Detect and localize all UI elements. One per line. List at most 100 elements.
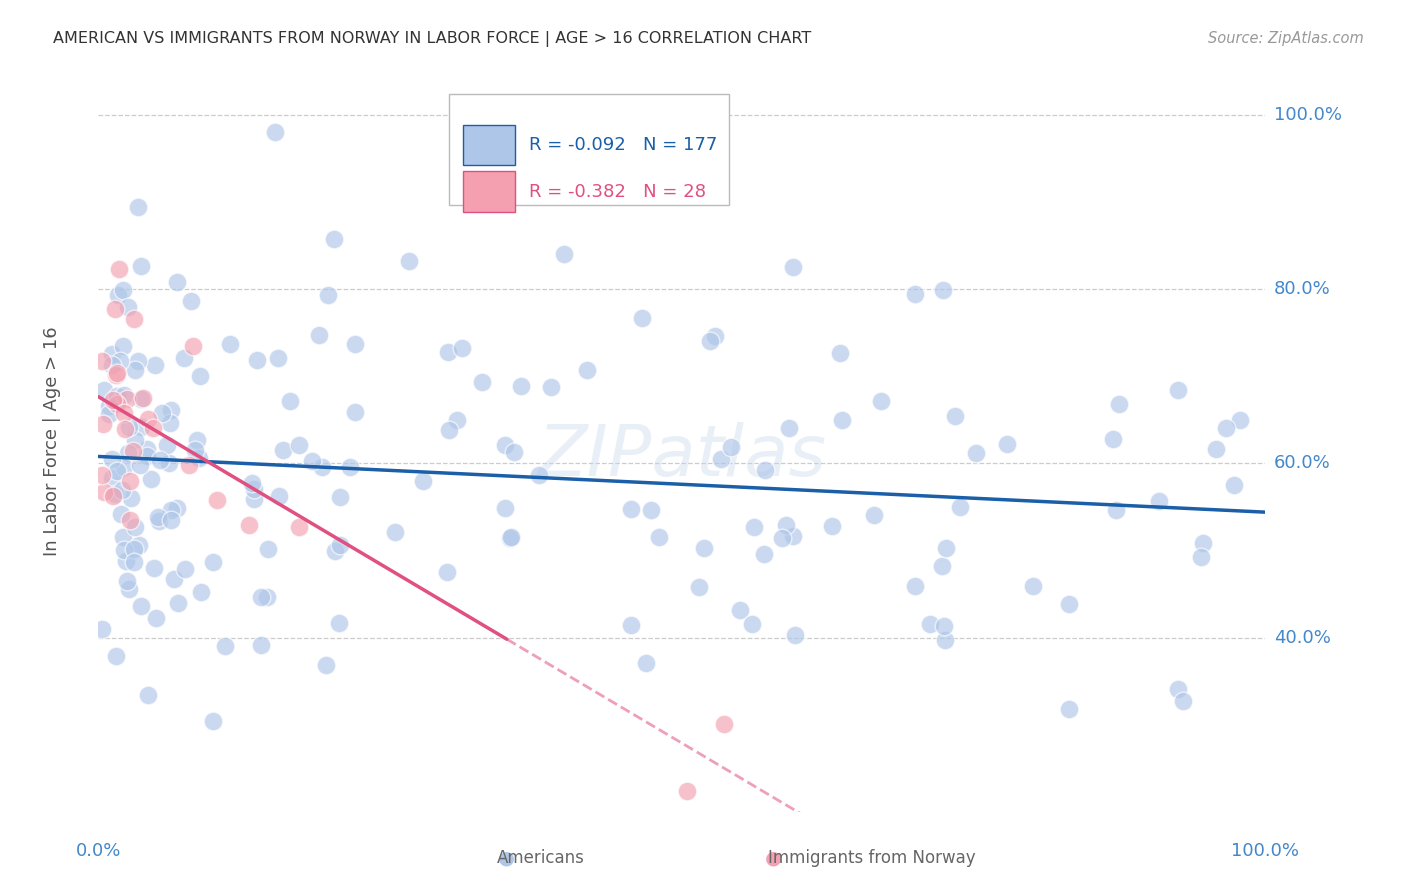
Point — [166, 500, 188, 515]
Point — [127, 353, 149, 368]
Point — [710, 452, 733, 467]
Point — [142, 421, 165, 435]
Point — [129, 599, 152, 613]
Point — [173, 562, 195, 576]
Point — [754, 463, 776, 477]
Point — [316, 288, 339, 302]
Point — [693, 541, 716, 555]
Point — [741, 617, 763, 632]
Point — [620, 618, 643, 632]
Point — [782, 260, 804, 274]
Point — [122, 311, 145, 326]
Point — [129, 392, 152, 406]
Point — [1102, 432, 1125, 446]
Point — [720, 440, 742, 454]
Point — [139, 473, 162, 487]
Text: R = -0.092   N = 177: R = -0.092 N = 177 — [529, 136, 717, 154]
Point — [1147, 494, 1170, 508]
Point — [246, 353, 269, 368]
Point — [136, 450, 159, 464]
Point — [288, 438, 311, 452]
Point — [148, 514, 170, 528]
Text: Source: ZipAtlas.com: Source: ZipAtlas.com — [1208, 31, 1364, 46]
Point — [156, 438, 179, 452]
Point — [301, 454, 323, 468]
Point — [398, 254, 420, 268]
Text: In Labor Force | Age > 16: In Labor Force | Age > 16 — [42, 326, 60, 557]
Point — [118, 419, 141, 434]
Point — [122, 541, 145, 556]
Point — [451, 341, 474, 355]
Point — [166, 276, 188, 290]
Point — [173, 351, 195, 365]
Point — [136, 688, 159, 702]
Point — [315, 658, 337, 673]
Point — [250, 638, 273, 652]
Point — [190, 584, 212, 599]
Point — [149, 453, 172, 467]
Point — [280, 394, 302, 409]
Point — [499, 531, 522, 545]
Point — [105, 464, 128, 478]
Point — [122, 555, 145, 569]
Point — [1173, 694, 1195, 708]
Point — [111, 483, 134, 498]
Point — [831, 413, 853, 427]
Point — [754, 547, 776, 561]
Point — [205, 492, 228, 507]
FancyBboxPatch shape — [449, 94, 728, 204]
Point — [1215, 421, 1237, 435]
Point — [995, 437, 1018, 451]
Text: AMERICAN VS IMMIGRANTS FROM NORWAY IN LABOR FORCE | AGE > 16 CORRELATION CHART: AMERICAN VS IMMIGRANTS FROM NORWAY IN LA… — [53, 31, 811, 47]
Point — [162, 572, 184, 586]
Point — [110, 507, 132, 521]
Point — [728, 602, 751, 616]
Point — [256, 590, 278, 604]
Text: ●: ● — [765, 848, 782, 868]
Point — [160, 403, 183, 417]
Point — [1192, 535, 1215, 549]
Point — [90, 622, 112, 636]
Point — [1223, 477, 1246, 491]
Point — [782, 529, 804, 543]
Text: 0.0%: 0.0% — [76, 842, 121, 860]
Point — [238, 517, 260, 532]
Point — [243, 482, 266, 496]
Text: ●: ● — [498, 848, 515, 868]
Point — [115, 574, 138, 588]
Point — [575, 363, 598, 377]
Point — [257, 542, 280, 557]
Point — [1167, 681, 1189, 696]
Point — [118, 582, 141, 597]
Point — [510, 379, 533, 393]
Point — [503, 445, 526, 459]
Text: 100.0%: 100.0% — [1232, 842, 1299, 860]
Point — [243, 491, 266, 506]
Point — [527, 467, 550, 482]
Point — [322, 232, 344, 246]
Point — [699, 334, 721, 348]
Point — [494, 500, 516, 515]
Point — [167, 596, 190, 610]
Point — [112, 283, 135, 297]
Point — [943, 409, 966, 424]
Point — [115, 553, 138, 567]
Point — [115, 392, 138, 407]
Point — [159, 417, 181, 431]
Point — [904, 579, 927, 593]
Point — [676, 783, 699, 797]
Point — [688, 580, 710, 594]
Point — [112, 530, 135, 544]
Point — [105, 366, 128, 380]
Point — [471, 375, 494, 389]
Point — [121, 443, 143, 458]
Point — [932, 283, 955, 297]
Point — [1108, 396, 1130, 410]
Point — [105, 397, 128, 411]
Point — [775, 518, 797, 533]
Point — [713, 717, 735, 731]
FancyBboxPatch shape — [463, 171, 515, 212]
Point — [494, 438, 516, 452]
Point — [188, 450, 211, 465]
Point — [1057, 702, 1080, 716]
